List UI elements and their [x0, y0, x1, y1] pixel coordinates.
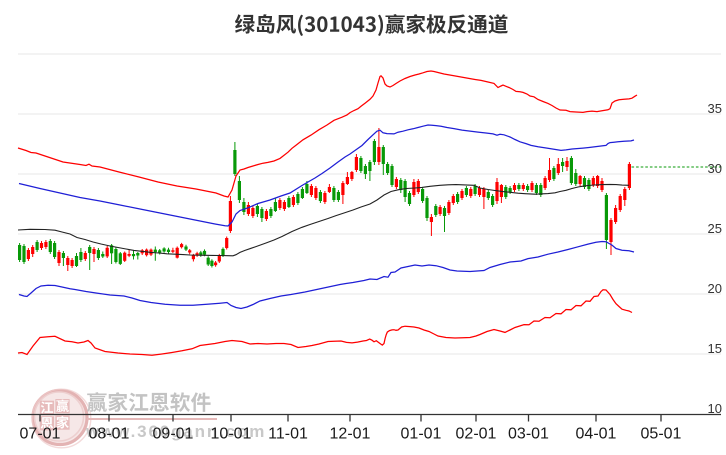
svg-text:07-01: 07-01 — [20, 426, 61, 443]
svg-text:01-01: 01-01 — [401, 426, 442, 443]
svg-text:05-01: 05-01 — [641, 426, 682, 443]
svg-text:10: 10 — [708, 401, 722, 416]
svg-text:25: 25 — [708, 221, 722, 236]
svg-text:03-01: 03-01 — [508, 426, 549, 443]
svg-text:30: 30 — [708, 161, 722, 176]
svg-text:www.360gann.com: www.360gann.com — [85, 422, 266, 441]
svg-text:12-01: 12-01 — [330, 426, 371, 443]
svg-text:10-01: 10-01 — [211, 426, 252, 443]
svg-text:09-01: 09-01 — [153, 426, 194, 443]
svg-text:20: 20 — [708, 281, 722, 296]
svg-text:35: 35 — [708, 101, 722, 116]
svg-text:11-01: 11-01 — [268, 426, 308, 443]
svg-text:02-01: 02-01 — [456, 426, 497, 443]
svg-text:15: 15 — [708, 341, 722, 356]
svg-text:04-01: 04-01 — [576, 426, 617, 443]
svg-text:08-01: 08-01 — [89, 426, 130, 443]
